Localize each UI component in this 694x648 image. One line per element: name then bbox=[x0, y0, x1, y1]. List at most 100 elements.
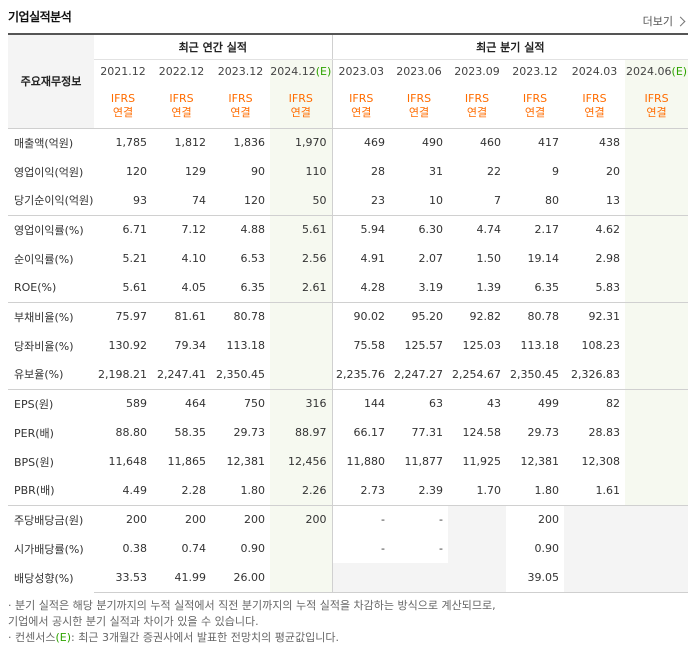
ifrs-label: IFRS bbox=[522, 91, 548, 105]
table-cell: 28 bbox=[331, 157, 391, 186]
table-cell: 1.50 bbox=[476, 252, 502, 265]
table-cell bbox=[270, 563, 333, 593]
period-header: 2024.12(E) bbox=[270, 59, 333, 84]
table-cell: 1,836 bbox=[233, 136, 266, 150]
financial-rows: 매출액(억원) 1,785 1,812 1,836 1,970 469 490 460 417 4… bbox=[8, 128, 689, 593]
table-cell: 88.97 bbox=[270, 418, 333, 447]
table-cell bbox=[625, 301, 689, 331]
estimate-mark: (E) bbox=[315, 65, 332, 79]
row-label: PER(배) bbox=[14, 426, 54, 440]
table-cell bbox=[625, 418, 689, 447]
table-cell: 4.91 bbox=[331, 244, 391, 273]
table-cell: 50 bbox=[270, 186, 333, 215]
period-header: 2023.03 bbox=[331, 59, 391, 84]
consolidated-label: 연결 bbox=[408, 105, 430, 119]
table-cell: 81.61 bbox=[152, 301, 211, 331]
table-cell: 74 bbox=[192, 193, 206, 207]
ifrs-header: IFRS 연결 bbox=[506, 84, 565, 129]
table-cell: 12,381 bbox=[226, 455, 266, 468]
period-label: 2023.06 bbox=[396, 65, 442, 79]
table-row: 매출액(억원) 1,785 1,812 1,836 1,970 469 490 460 417 4… bbox=[8, 128, 689, 157]
consolidated-label: 연결 bbox=[584, 105, 605, 119]
ifrs-header: IFRS 연결 bbox=[331, 84, 391, 129]
annual-group-header: 최근 연간 실적 bbox=[94, 33, 333, 60]
table-cell bbox=[625, 273, 689, 302]
table-cell: 316 bbox=[270, 388, 333, 418]
consolidated-label: 연결 bbox=[646, 105, 667, 119]
table-cell: 2,350.45 bbox=[510, 367, 560, 381]
table-cell bbox=[625, 128, 689, 157]
row-label: 당좌비율(%) bbox=[14, 339, 74, 353]
row-label: 배당성향(%) bbox=[14, 571, 74, 585]
table-cell: 79.34 bbox=[174, 339, 207, 352]
table-cell: 92.31 bbox=[564, 301, 626, 331]
table-cell bbox=[448, 534, 507, 563]
table-cell: 1,812 bbox=[174, 136, 207, 150]
consolidated-label: 연결 bbox=[290, 105, 311, 119]
table-cell: 90.02 bbox=[331, 301, 391, 331]
table-cell: 120 bbox=[126, 165, 147, 178]
table-cell: 75.58 bbox=[331, 331, 391, 360]
table-cell: 200 bbox=[152, 504, 211, 534]
table-cell: 0.90 bbox=[240, 542, 266, 555]
table-cell: 80.78 bbox=[211, 301, 270, 331]
period-label: 2024.06 bbox=[626, 65, 672, 79]
table-cell bbox=[625, 214, 689, 244]
table-cell: 5.21 bbox=[122, 252, 148, 265]
table-row: EPS(원) 589 464 750 316 144 63 43 499 82 bbox=[8, 388, 689, 418]
table-cell: 58.35 bbox=[174, 426, 207, 439]
table-row: PBR(배) 4.49 2.28 1.80 2.26 2.73 2.39 1.70 1.80 1.… bbox=[8, 476, 689, 505]
table-cell: 438 bbox=[599, 136, 621, 150]
table-cell bbox=[564, 534, 626, 563]
table-cell: 20 bbox=[606, 165, 621, 178]
table-cell: 43 bbox=[448, 388, 507, 418]
more-link[interactable]: 더보기 bbox=[643, 13, 686, 29]
table-cell: 11,648 bbox=[108, 455, 148, 468]
row-label: 당기순이익(억원) bbox=[14, 194, 94, 208]
table-cell: 2.56 bbox=[270, 244, 333, 273]
row-label: EPS(원) bbox=[8, 388, 94, 418]
table-cell: 2,350.45 bbox=[216, 367, 265, 381]
period-header: 2024.03 bbox=[564, 59, 625, 84]
table-cell: 5.94 bbox=[331, 214, 391, 244]
table-cell bbox=[625, 157, 689, 186]
row-label: 시가배당률(%) bbox=[14, 542, 84, 556]
table-cell: 2.73 bbox=[331, 476, 391, 505]
note-line-1: · 분기 실적은 해당 분기까지의 누적 실적에서 직전 분기까지의 누적 실적… bbox=[8, 599, 496, 612]
table-cell: 12,308 bbox=[581, 455, 621, 468]
ifrs-label: IFRS bbox=[110, 91, 136, 105]
row-label: 부채비율(%) bbox=[8, 301, 94, 331]
table-cell: 2,254.67 bbox=[452, 367, 502, 381]
table-cell: 124.58 bbox=[462, 426, 502, 439]
row-label: 주당배당금(원) bbox=[8, 504, 94, 534]
period-header: 2022.12 bbox=[152, 59, 211, 84]
table-cell: 2,326.83 bbox=[571, 367, 621, 381]
table-cell: - bbox=[390, 504, 449, 534]
table-cell: 80 bbox=[545, 193, 560, 207]
table-row: 부채비율(%) 75.97 81.61 80.78 90.02 95.20 92.82 80.… bbox=[8, 301, 689, 331]
table-cell: 490 bbox=[422, 136, 444, 150]
table-cell: 464 bbox=[152, 388, 211, 418]
table-cell: 28.83 bbox=[588, 426, 621, 439]
ifrs-label: IFRS bbox=[349, 91, 374, 105]
ifrs-label: IFRS bbox=[644, 91, 669, 105]
row-label: 매출액(억원) bbox=[14, 136, 74, 150]
table-cell bbox=[270, 301, 333, 331]
table-cell: 77.31 bbox=[411, 426, 444, 439]
table-cell: 1.80 bbox=[534, 483, 560, 497]
table-cell: 11,865 bbox=[167, 455, 207, 468]
table-cell: 31 bbox=[429, 165, 444, 178]
table-cell bbox=[331, 563, 391, 593]
table-cell bbox=[625, 331, 689, 360]
table-cell: 499 bbox=[506, 388, 565, 418]
row-label: PBR(배) bbox=[14, 484, 55, 498]
period-header: 2023.09 bbox=[448, 59, 506, 84]
period-label: 2024.03 bbox=[571, 65, 618, 79]
table-cell: 589 bbox=[94, 388, 152, 418]
period-header: 2023.12 bbox=[506, 59, 564, 84]
period-header: 2021.12 bbox=[94, 59, 152, 84]
table-cell: 92.82 bbox=[448, 301, 507, 331]
ifrs-label: IFRS bbox=[169, 91, 194, 105]
table-cell: 200 bbox=[211, 504, 270, 534]
table-cell: 7.12 bbox=[152, 214, 211, 244]
